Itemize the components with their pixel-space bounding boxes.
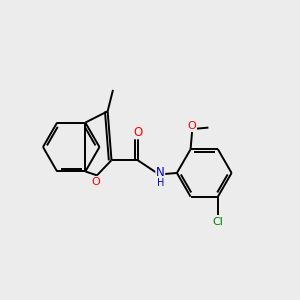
Text: O: O xyxy=(188,121,197,131)
Text: O: O xyxy=(133,126,142,139)
Text: N: N xyxy=(156,167,165,179)
Text: O: O xyxy=(92,177,100,187)
Text: Cl: Cl xyxy=(212,217,224,226)
Text: H: H xyxy=(157,178,164,188)
